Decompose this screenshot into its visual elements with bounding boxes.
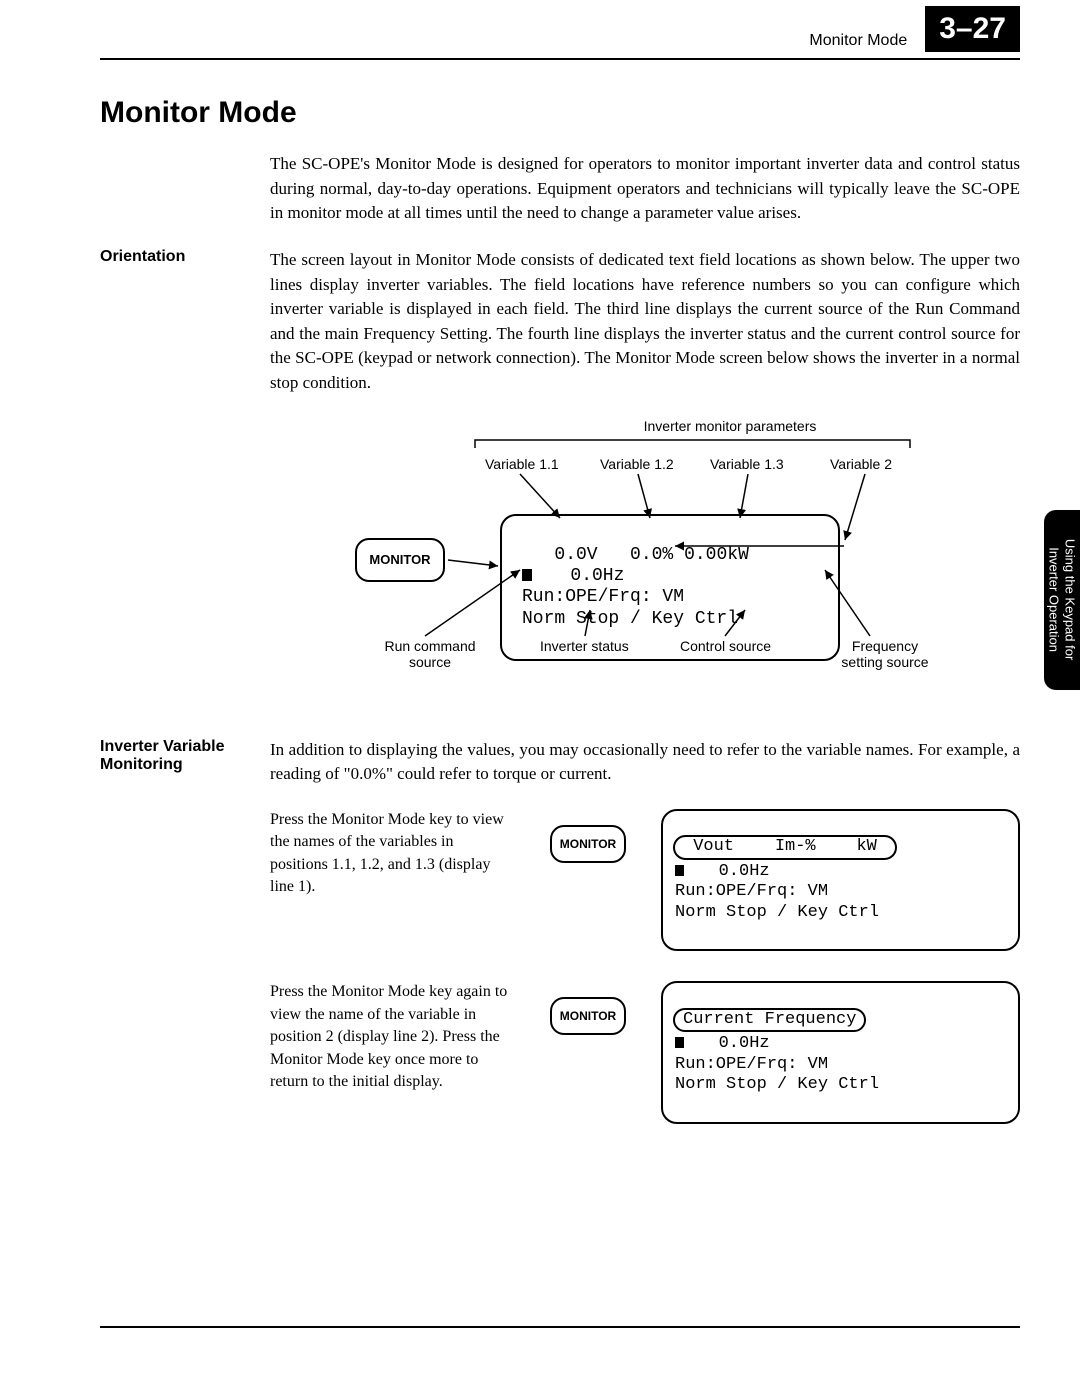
step2-text: Press the Monitor Mode key again to view…: [270, 981, 515, 1093]
step1-lcd-l4: Norm Stop / Key Ctrl: [675, 903, 879, 922]
step2-lcd-l4: Norm Stop / Key Ctrl: [675, 1075, 879, 1094]
step1-lcd-top-mid: Im-%: [775, 837, 816, 856]
diagram-top-caption: Inverter monitor parameters: [620, 418, 840, 434]
step1-row: Press the Monitor Mode key to view the n…: [270, 809, 1020, 951]
page-bottom-rule: [100, 1326, 1020, 1328]
intro-paragraph: The SC-OPE's Monitor Mode is designed fo…: [270, 152, 1020, 226]
step1-monitor-key: MONITOR: [550, 825, 626, 863]
inv-var-body: In addition to displaying the values, yo…: [270, 738, 1020, 787]
step2-monitor-key: MONITOR: [550, 997, 626, 1035]
cursor-icon: [675, 1037, 684, 1048]
step1-lcd-l2: 0.0Hz: [719, 862, 770, 881]
label-var12: Variable 1.2: [600, 456, 674, 472]
lcd-line1-pct: 0.0%: [630, 545, 673, 565]
label-var13: Variable 1.3: [710, 456, 784, 472]
lcd-line2: 0.0Hz: [570, 566, 624, 586]
orientation-heading: Orientation: [100, 248, 270, 396]
step1-lcd-l3: Run:OPE/Frq: VM: [675, 882, 828, 901]
step1-lcd: Vout Im-% kW 0.0Hz Run:OPE/Frq: VM Norm …: [661, 809, 1020, 951]
monitor-key: MONITOR: [355, 538, 445, 582]
label-ctrl-src: Control source: [680, 638, 771, 654]
label-run-src: Run command source: [370, 638, 490, 670]
thumb-tab-line1: Using the Keypad for: [1062, 539, 1078, 660]
step2-lcd-l2: 0.0Hz: [719, 1034, 770, 1053]
label-freq-src: Frequency setting source: [825, 638, 945, 670]
page-header: Monitor Mode 3–27: [100, 30, 1020, 60]
step2-lcd: Current Frequency 0.0Hz Run:OPE/Frq: VM …: [661, 981, 1020, 1123]
cursor-icon: [675, 865, 684, 876]
monitor-mode-diagram: Inverter monitor parameters Variable 1.1…: [270, 418, 1020, 708]
step1-lcd-top-right: kW: [856, 837, 876, 856]
inv-var-heading: Inverter Variable Monitoring: [100, 738, 270, 787]
label-inv-status: Inverter status: [540, 638, 629, 654]
thumb-tab-line2: Inverter Operation: [1046, 539, 1062, 660]
page-number-badge: 3–27: [925, 6, 1020, 52]
step2-lcd-l3: Run:OPE/Frq: VM: [675, 1055, 828, 1074]
label-var11: Variable 1.1: [485, 456, 559, 472]
step1-text: Press the Monitor Mode key to view the n…: [270, 809, 515, 899]
section-title: Monitor Mode: [100, 96, 1020, 130]
orientation-body: The screen layout in Monitor Mode consis…: [270, 248, 1020, 396]
label-var2: Variable 2: [830, 456, 892, 472]
step1-lcd-top-left: Vout: [693, 837, 734, 856]
chapter-thumb-tab: Using the Keypad for Inverter Operation: [1044, 510, 1080, 690]
cursor-icon: [522, 569, 532, 581]
step2-row: Press the Monitor Mode key again to view…: [270, 981, 1020, 1123]
lcd-line3: Run:OPE/Frq: VM: [522, 587, 684, 607]
lcd-line1-volt: 0.0V: [554, 545, 597, 565]
header-title: Monitor Mode: [809, 32, 907, 50]
lcd-line1-kw: 0.00kW: [684, 545, 749, 565]
step2-lcd-top: Current Frequency: [673, 1008, 866, 1032]
lcd-line4: Norm Stop / Key Ctrl: [522, 609, 738, 629]
